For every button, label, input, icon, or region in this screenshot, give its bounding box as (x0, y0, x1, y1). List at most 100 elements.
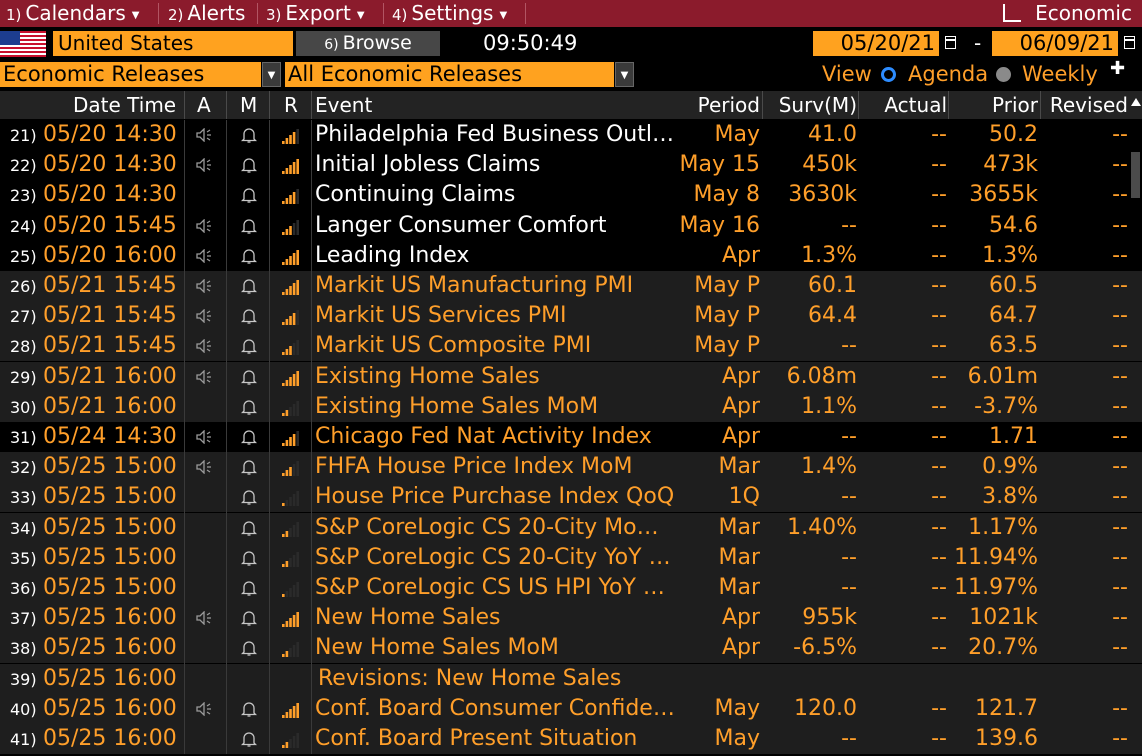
relevance-bars-icon (282, 400, 299, 416)
speaker-icon[interactable] (196, 430, 212, 444)
row-survey: -- (841, 333, 857, 359)
scroll-up-icon[interactable] (1131, 98, 1141, 106)
row-prior: 20.7% (968, 635, 1038, 661)
row-event: S&P CoreLogic CS 20-City MoM SA (315, 514, 675, 540)
col-prior[interactable]: Prior (992, 93, 1038, 117)
bell-icon[interactable] (241, 278, 257, 295)
table-row[interactable]: 30) 05/21 16:00 Existing Home Sales MoM Apr… (0, 391, 1142, 422)
bell-icon[interactable] (241, 610, 257, 627)
table-row[interactable]: 38) 05/25 16:00 New Home Sales MoM Apr -6.5%… (0, 633, 1142, 664)
speaker-icon[interactable] (196, 218, 212, 233)
speaker-icon[interactable] (196, 339, 212, 354)
bell-icon[interactable] (241, 731, 257, 748)
table-row[interactable]: 35) 05/25 15:00 S&P CoreLogic CS 20-City Y… (0, 542, 1142, 573)
table-row[interactable]: 36) 05/25 15:00 S&P CoreLogic CS US HPI Yo… (0, 573, 1142, 603)
view-agenda-label[interactable]: Agenda (908, 62, 989, 86)
calendar-icon[interactable] (945, 36, 956, 49)
table-row[interactable]: 23) 05/20 14:30 Continuing Claims May 8 3630… (0, 180, 1142, 211)
row-prior: 60.5 (989, 273, 1038, 298)
bell-icon[interactable] (241, 489, 257, 506)
bell-icon[interactable] (241, 399, 257, 416)
date-from-field[interactable]: 05/20/21 (813, 31, 939, 56)
speaker-icon[interactable] (196, 369, 212, 384)
speaker-icon[interactable] (196, 701, 212, 716)
bell-icon[interactable] (241, 550, 257, 567)
bell-icon[interactable] (241, 701, 257, 718)
table-row[interactable]: 40) 05/25 16:00 Conf. Board Consumer Confi… (0, 693, 1142, 724)
row-prior: 1.3% (982, 242, 1038, 268)
bell-icon[interactable] (241, 218, 257, 235)
col-datetime[interactable]: Date Time (73, 93, 177, 117)
bell-icon[interactable] (241, 459, 257, 476)
table-row[interactable]: 29) 05/21 16:00 Existing Home Sales Apr 6.08… (0, 361, 1142, 392)
table-row[interactable]: 27) 05/21 15:45 Markit US Services PMI May … (0, 301, 1142, 332)
table-row[interactable]: 31) 05/24 14:30 Chicago Fed Nat Activity I… (0, 422, 1142, 452)
bell-icon[interactable] (241, 338, 257, 355)
col-m[interactable]: M (240, 93, 258, 117)
menu-settings[interactable]: 4) Settings ▼ (392, 1, 508, 25)
bell-icon[interactable] (241, 369, 257, 386)
speaker-icon[interactable] (196, 158, 212, 173)
table-row[interactable]: 24) 05/20 15:45 Langer Consumer Comfort May… (0, 210, 1142, 241)
view-weekly-label[interactable]: Weekly (1022, 62, 1098, 86)
bell-icon[interactable] (241, 187, 257, 204)
table-row[interactable]: 25) 05/20 16:00 Leading Index Apr 1.3% -- 1.3%… (0, 240, 1142, 271)
speaker-icon[interactable] (196, 611, 212, 626)
date-to-field[interactable]: 06/09/21 (992, 31, 1118, 56)
add-icon[interactable]: ✚ (1110, 58, 1126, 79)
speaker-icon[interactable] (196, 128, 212, 142)
col-r[interactable]: R (284, 93, 298, 117)
col-revised[interactable]: Revised (1049, 93, 1128, 117)
bell-icon[interactable] (241, 580, 257, 597)
col-survey[interactable]: Surv(M) (778, 93, 857, 117)
table-row[interactable]: 21) 05/20 14:30 Philadelphia Fed Business … (0, 120, 1142, 150)
row-survey: -- (841, 544, 857, 570)
row-revised: -- (1112, 514, 1128, 540)
country-field[interactable]: United States (53, 31, 293, 56)
weekly-radio[interactable] (996, 67, 1011, 82)
bell-icon[interactable] (241, 127, 257, 144)
bell-icon[interactable] (241, 640, 257, 657)
calendar-icon[interactable] (1124, 36, 1135, 49)
menu-alerts[interactable]: 2) Alerts (168, 1, 246, 25)
table-row[interactable]: 32) 05/25 15:00 FHFA House Price Index MoM… (0, 452, 1142, 483)
scrollbar-thumb[interactable] (1131, 152, 1140, 198)
speaker-icon[interactable] (196, 279, 212, 293)
speaker-icon[interactable] (196, 460, 212, 475)
row-prior: 1.71 (989, 424, 1038, 449)
row-prior: 6.01m (967, 363, 1038, 389)
column-divider (948, 91, 949, 119)
table-row[interactable]: 39) 05/25 16:00 Revisions: New Home Sales (0, 663, 1142, 694)
table-row[interactable]: 34) 05/25 15:00 S&P CoreLogic CS 20-City M… (0, 512, 1142, 543)
menu-export[interactable]: 3) Export ▼ (266, 1, 365, 25)
row-datetime: 05/21 16:00 (43, 363, 177, 389)
col-event[interactable]: Event (315, 93, 373, 117)
chevron-down-icon[interactable]: ▼ (262, 62, 281, 87)
speaker-icon[interactable] (196, 309, 212, 324)
table-row[interactable]: 28) 05/21 15:45 Markit US Composite PMI May… (0, 331, 1142, 362)
table-row[interactable]: 22) 05/20 14:30 Initial Jobless Claims May … (0, 150, 1142, 181)
browse-button[interactable]: 6) Browse (296, 31, 440, 56)
release-type-dropdown[interactable]: Economic Releases (0, 62, 261, 87)
economic-link[interactable]: Economic (1003, 0, 1132, 27)
chevron-down-icon[interactable]: ▼ (615, 62, 634, 87)
bell-icon[interactable] (241, 248, 257, 265)
speaker-icon[interactable] (196, 248, 212, 263)
row-event: Existing Home Sales MoM (315, 393, 599, 419)
table-row[interactable]: 41) 05/25 16:00 Conf. Board Present Situat… (0, 724, 1142, 754)
release-filter-dropdown[interactable]: All Economic Releases (285, 62, 614, 87)
bell-icon[interactable] (241, 157, 257, 174)
bell-icon[interactable] (241, 520, 257, 537)
menu-calendars[interactable]: 1) Calendars ▼ (6, 1, 140, 25)
col-actual[interactable]: Actual (884, 93, 947, 117)
agenda-radio[interactable] (881, 67, 896, 82)
table-row[interactable]: 33) 05/25 15:00 House Price Purchase Index… (0, 482, 1142, 513)
table-row[interactable]: 37) 05/25 16:00 New Home Sales Apr 955k -- 102… (0, 603, 1142, 634)
row-actual: -- (931, 454, 947, 480)
bell-icon[interactable] (241, 308, 257, 325)
bell-icon[interactable] (241, 429, 257, 446)
table-row[interactable]: 26) 05/21 15:45 Markit US Manufacturing PM… (0, 271, 1142, 301)
col-period[interactable]: Period (697, 93, 760, 117)
col-a[interactable]: A (197, 93, 211, 117)
row-revised: -- (1112, 726, 1128, 751)
